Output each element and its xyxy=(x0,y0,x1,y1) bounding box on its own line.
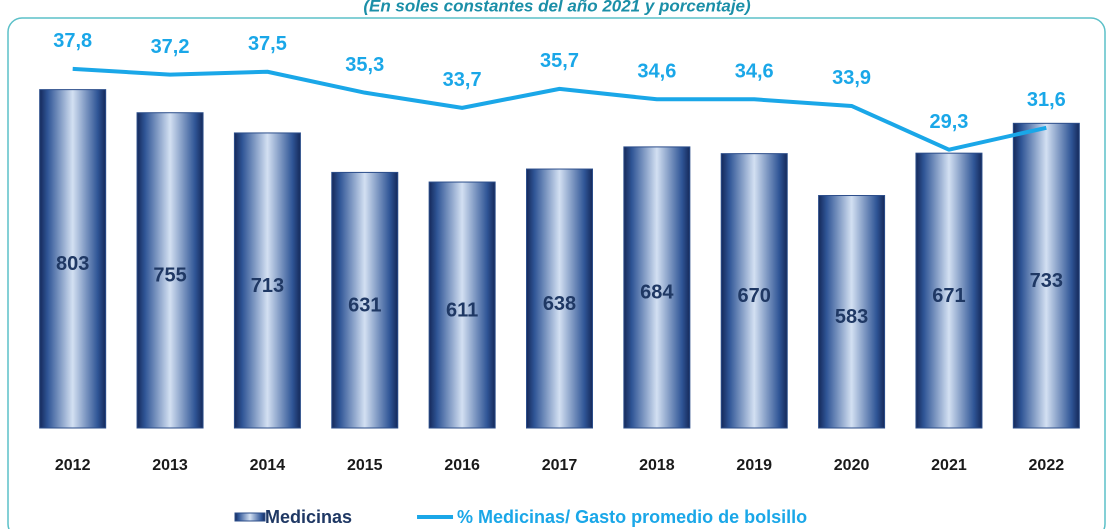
bar xyxy=(915,152,983,429)
line-value-label: 33,7 xyxy=(443,69,482,91)
x-tick-label: 2016 xyxy=(444,457,480,474)
bar-value-label: 684 xyxy=(640,282,674,304)
line-value-label: 34,6 xyxy=(637,61,676,83)
bar xyxy=(39,89,107,429)
x-tick-label: 2017 xyxy=(542,457,578,474)
x-tick-label: 2018 xyxy=(639,457,675,474)
legend: Medicinas % Medicinas/ Gasto promedio de … xyxy=(234,507,807,527)
x-tick-label: 2020 xyxy=(834,457,870,474)
bar-value-label: 671 xyxy=(932,285,965,307)
line-value-label: 37,5 xyxy=(248,33,287,55)
legend-label: Medicinas xyxy=(265,507,352,527)
bar xyxy=(1012,122,1080,429)
chart-subtitle: (En soles constantes del año 2021 y porc… xyxy=(363,0,751,15)
line-value-label: 37,8 xyxy=(53,30,92,52)
line-value-label: 35,7 xyxy=(540,50,579,72)
line-value-label: 37,2 xyxy=(151,36,190,58)
bar xyxy=(818,195,886,429)
bar xyxy=(136,112,204,429)
bar xyxy=(233,132,301,429)
line-value-label: 35,3 xyxy=(345,54,384,76)
bar xyxy=(331,171,399,429)
line xyxy=(72,66,1047,152)
x-tick-label: 2015 xyxy=(347,457,383,474)
bar xyxy=(720,153,788,429)
bar-value-label: 583 xyxy=(835,306,868,328)
bar xyxy=(526,168,593,429)
line-value-label: 31,6 xyxy=(1027,89,1066,111)
x-tick-label: 2014 xyxy=(250,457,286,474)
legend-swatch xyxy=(234,512,266,522)
x-tick-label: 2012 xyxy=(55,457,91,474)
bar-value-label: 713 xyxy=(251,275,284,297)
line-value-label: 29,3 xyxy=(929,111,968,133)
bar-value-label: 733 xyxy=(1030,270,1063,292)
legend-label: % Medicinas/ Gasto promedio de bolsillo xyxy=(457,507,807,527)
bar xyxy=(623,146,691,429)
bar-value-label: 803 xyxy=(56,253,89,275)
bar xyxy=(428,181,496,429)
x-tick-label: 2013 xyxy=(152,457,188,474)
x-tick-label: 2021 xyxy=(931,457,967,474)
x-tick-label: 2019 xyxy=(736,457,772,474)
bar-value-label: 631 xyxy=(348,294,381,316)
bar-value-label: 670 xyxy=(738,285,771,307)
bar-value-label: 611 xyxy=(446,299,478,321)
bar-value-label: 755 xyxy=(153,265,186,287)
bar-value-label: 638 xyxy=(543,293,576,315)
line-value-label: 34,6 xyxy=(735,61,774,83)
x-tick-label: 2022 xyxy=(1029,457,1065,474)
line-value-label: 33,9 xyxy=(832,67,871,89)
